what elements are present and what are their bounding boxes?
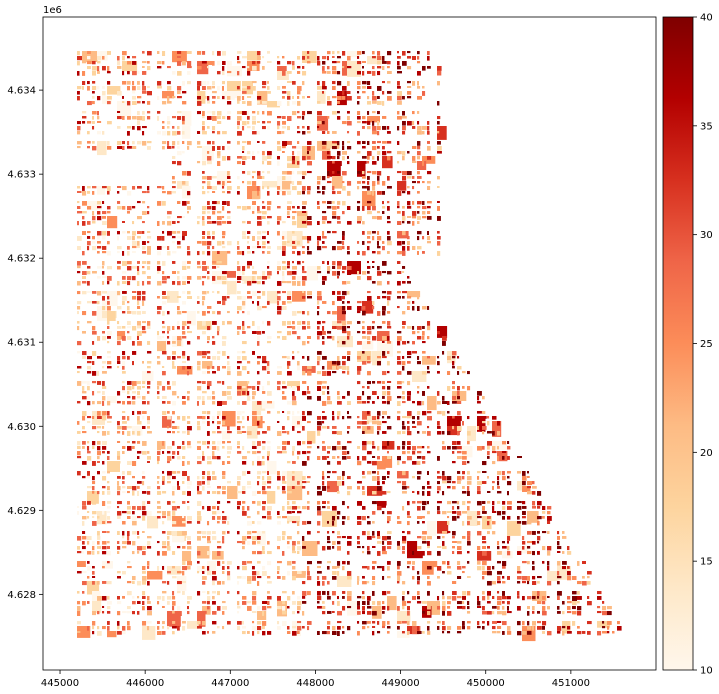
x-tick-label: 450000 — [467, 678, 505, 689]
x-tick-label: 445000 — [41, 678, 79, 689]
y-tick-label: 4.634 — [7, 86, 36, 97]
y-tick-label: 4.631 — [7, 338, 36, 349]
y-axis-ticks: 4.628 4.629 4.630 4.631 4.632 4.633 4.634 — [7, 86, 43, 601]
x-tick-label: 451000 — [552, 678, 590, 689]
x-axis-ticks: 445000 446000 447000 448000 449000 450000 4510… — [41, 670, 590, 689]
x-tick-label: 447000 — [211, 678, 249, 689]
colorbar-tick-label: 10 — [700, 666, 713, 677]
colorbar-tick-label: 35 — [700, 121, 713, 132]
colorbar-tick-label: 30 — [700, 230, 713, 241]
colorbar-tick-label: 25 — [700, 339, 713, 350]
y-offset-label: 1e6 — [43, 5, 62, 16]
colorbar-ticks: 10 15 20 25 30 35 40 — [693, 13, 713, 677]
x-tick-label: 449000 — [381, 678, 419, 689]
y-tick-label: 4.628 — [7, 590, 36, 601]
building-footprints — [77, 51, 622, 642]
colorbar-gradient — [663, 17, 693, 670]
x-tick-label: 448000 — [296, 678, 334, 689]
y-tick-label: 4.629 — [7, 506, 36, 517]
map-axes-frame — [42, 16, 657, 671]
colorbar-tick-label: 20 — [700, 448, 713, 459]
x-tick-label: 446000 — [126, 678, 164, 689]
y-tick-label: 4.632 — [7, 254, 36, 265]
y-tick-label: 4.630 — [7, 422, 36, 433]
colorbar-tick-label: 15 — [700, 557, 713, 568]
y-tick-label: 4.633 — [7, 170, 36, 181]
colorbar-tick-label: 40 — [700, 13, 713, 24]
